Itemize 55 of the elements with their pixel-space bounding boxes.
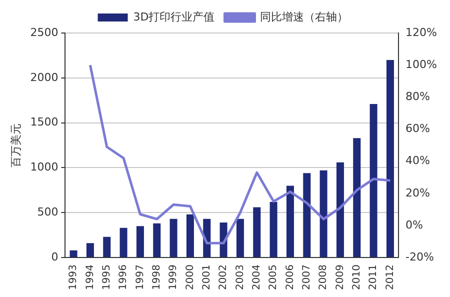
y2-tick-label: 60% [406, 122, 430, 136]
bar [103, 236, 111, 258]
x-tick-label: 2005 [268, 264, 280, 290]
bar [336, 162, 344, 258]
bar [186, 214, 194, 258]
bar [86, 243, 94, 258]
x-tick-label: 2011 [368, 264, 380, 290]
y-tick-label: 1500 [30, 116, 58, 129]
y2-tick-label: 100% [406, 58, 438, 71]
x-tick-label: 1998 [151, 264, 162, 290]
bar [253, 207, 261, 258]
x-tick-label: 2001 [201, 264, 212, 290]
bar [170, 218, 178, 258]
y2-tick-label: 80% [406, 90, 430, 104]
y2-tick-label: 0% [406, 218, 424, 232]
y-tick-label: 2500 [30, 26, 58, 39]
x-tick-label: 1997 [134, 264, 146, 290]
y-tick-label: 500 [37, 206, 58, 218]
x-tick-label: 2012 [384, 264, 396, 290]
y2-tick-label: 120% [406, 26, 438, 39]
x-tick-label: 2006 [284, 264, 296, 290]
x-tick-label: 1996 [118, 264, 130, 290]
y-tick-label: 2000 [30, 70, 58, 84]
x-tick-label: 1993 [68, 264, 80, 290]
bar [353, 138, 361, 258]
x-tick-label: 2009 [334, 264, 346, 290]
y-tick-label: 0 [51, 250, 58, 264]
bar [386, 60, 394, 258]
x-tick-label: 2010 [351, 264, 362, 290]
bar [370, 104, 378, 258]
bar [270, 202, 278, 258]
x-tick-label: 2003 [234, 264, 246, 290]
x-tick-label: 2007 [301, 264, 312, 290]
legend-label: 3D打印行业产值 [133, 10, 215, 24]
x-tick-label: 1999 [168, 264, 180, 290]
y-axis-title: 百万美元 [9, 123, 22, 168]
legend-label: 同比增速（右轴） [260, 10, 348, 24]
x-tick-label: 2000 [184, 264, 196, 290]
bar [120, 228, 128, 258]
bar [236, 218, 244, 258]
x-tick-label: 2008 [318, 264, 330, 290]
bar [320, 170, 328, 258]
bar [70, 250, 78, 258]
bar [303, 173, 311, 258]
bar [286, 186, 294, 258]
x-tick-label: 1995 [101, 264, 112, 290]
bar [153, 223, 161, 258]
y2-tick-label: 40% [406, 154, 430, 168]
y2-tick-label: 20% [406, 186, 430, 200]
y2-tick-label: -20% [406, 250, 434, 264]
x-tick-label: 2004 [251, 264, 262, 290]
x-tick-label: 1994 [84, 264, 96, 290]
y-tick-label: 1000 [30, 160, 58, 174]
x-tick-label: 2002 [218, 264, 230, 290]
bar [136, 226, 144, 258]
